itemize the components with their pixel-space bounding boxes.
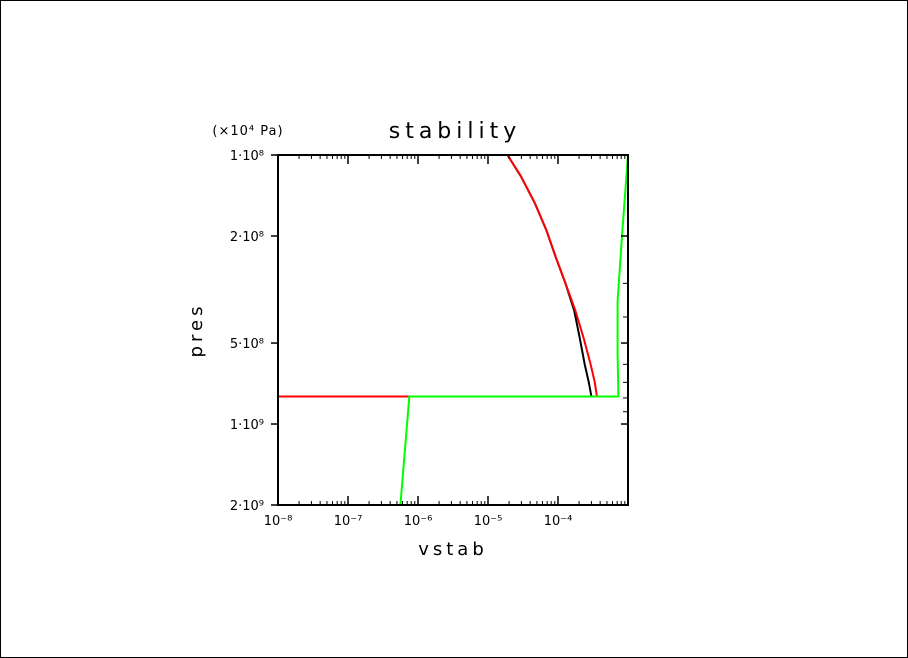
x-tick-label: 10⁻⁶ bbox=[404, 514, 433, 529]
y-unit-label: (×10⁴ Pa) bbox=[212, 124, 283, 139]
series-layer bbox=[277, 154, 629, 506]
x-tick-label: 10⁻⁴ bbox=[544, 514, 573, 529]
series-line-1 bbox=[506, 154, 593, 397]
y-tick-label: 2·10⁹ bbox=[230, 499, 264, 514]
x-tick-label: 10⁻⁷ bbox=[334, 514, 363, 529]
x-tick-label: 10⁻⁵ bbox=[474, 514, 503, 529]
y-tick-label: 2·10⁸ bbox=[230, 230, 264, 245]
tick-label-layer: 10⁻⁸ 10⁻⁷ 10⁻⁶ 10⁻⁵ 10⁻⁴ 1·10⁸ 2·10⁸ 5·10⁸ 1·10⁹… bbox=[230, 149, 572, 529]
x-tick-label: 10⁻⁸ bbox=[264, 514, 293, 529]
series-line-2 bbox=[277, 154, 598, 505]
y-tick-label: 1·10⁸ bbox=[230, 149, 264, 164]
series-line-3 bbox=[399, 154, 629, 506]
plot-area-frame bbox=[277, 154, 629, 506]
chart-title: stability bbox=[389, 119, 522, 144]
y-tick-label: 1·10⁹ bbox=[230, 418, 264, 433]
y-tick-label: 5·10⁸ bbox=[230, 337, 264, 352]
x-axis-label: vstab bbox=[418, 539, 488, 560]
y-axis-label: pres bbox=[186, 303, 207, 358]
tick-layer bbox=[271, 154, 628, 506]
